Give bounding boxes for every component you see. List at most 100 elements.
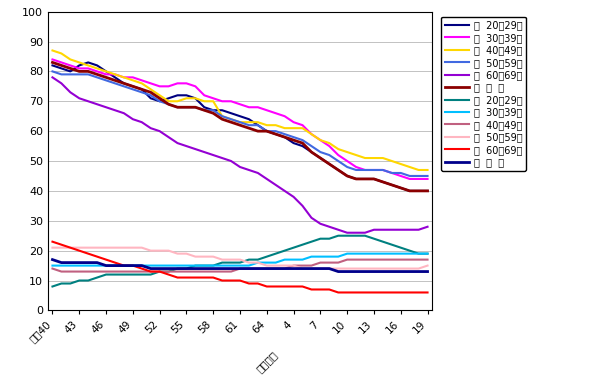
- 男  20～29歳: [112, 75, 119, 80]
- 女  平  均: [263, 266, 271, 271]
- 男  50～59歳: [121, 84, 128, 88]
- 男  50～59歳: [183, 105, 190, 109]
- 男  30～39歳: [147, 81, 154, 86]
- Line: 男  平  均: 男 平 均: [52, 62, 428, 191]
- 女  60～69歳: [406, 290, 413, 295]
- 男  20～29歳: [352, 177, 359, 181]
- 男  平  均: [76, 69, 83, 74]
- 女  20～29歳: [156, 269, 163, 274]
- 男  60～69歳: [165, 135, 172, 139]
- 男  平  均: [138, 87, 145, 92]
- 男  40～49歳: [370, 156, 377, 160]
- 男  50～59歳: [147, 93, 154, 98]
- 女  40～49歳: [254, 266, 262, 271]
- 男  60～69歳: [245, 168, 253, 172]
- 女  40～49歳: [76, 269, 83, 274]
- 女  30～39歳: [165, 263, 172, 268]
- 男  平  均: [379, 180, 386, 184]
- 男  50～59歳: [335, 159, 342, 163]
- 男  30～39歳: [335, 153, 342, 158]
- 男  30～39歳: [165, 84, 172, 88]
- 男  50～59歳: [49, 69, 56, 74]
- 男  40～49歳: [147, 87, 154, 92]
- 男  60～69歳: [388, 227, 395, 232]
- 女  50～59歳: [317, 266, 324, 271]
- 男  40～49歳: [406, 165, 413, 169]
- 男  30～39歳: [192, 84, 199, 88]
- 男  平  均: [192, 105, 199, 109]
- 女  平  均: [361, 269, 368, 274]
- 男  40～49歳: [415, 168, 422, 172]
- Line: 女  30～39歳: 女 30～39歳: [52, 254, 428, 266]
- 女  60～69歳: [344, 290, 351, 295]
- 男  30～39歳: [299, 123, 306, 128]
- 男  40～49歳: [218, 114, 226, 119]
- 女  30～39歳: [254, 260, 262, 265]
- 女  30～39歳: [388, 251, 395, 256]
- 男  40～49歳: [263, 123, 271, 128]
- 女  40～49歳: [103, 269, 110, 274]
- 男  平  均: [344, 174, 351, 178]
- 男  20～29歳: [317, 156, 324, 160]
- 男  60～69歳: [227, 159, 235, 163]
- 男  60～69歳: [49, 75, 56, 80]
- 女  30～39歳: [218, 263, 226, 268]
- 女  40～49歳: [209, 269, 217, 274]
- 男  30～39歳: [156, 84, 163, 88]
- 男  50～59歳: [317, 150, 324, 154]
- 男  30～39歳: [218, 99, 226, 104]
- 女  30～39歳: [272, 260, 280, 265]
- 女  60～69歳: [183, 275, 190, 280]
- 女  40～49歳: [281, 266, 288, 271]
- 男  40～49歳: [326, 141, 333, 146]
- 男  60～69歳: [200, 150, 208, 154]
- 男  平  均: [263, 129, 271, 133]
- 男  50～59歳: [227, 117, 235, 121]
- 女  50～59歳: [183, 251, 190, 256]
- 女  20～29歳: [227, 260, 235, 265]
- 女  50～59歳: [424, 263, 431, 268]
- 女  20～29歳: [370, 236, 377, 241]
- 女  60～69歳: [326, 287, 333, 292]
- 男  30～39歳: [388, 171, 395, 175]
- 男  20～29歳: [183, 93, 190, 98]
- 男  20～29歳: [138, 87, 145, 92]
- 男  30～39歳: [209, 96, 217, 100]
- 男  30～39歳: [263, 108, 271, 113]
- 男  30～39歳: [379, 168, 386, 172]
- 女  50～59歳: [406, 266, 413, 271]
- 男  40～49歳: [138, 81, 145, 86]
- 女  60～69歳: [129, 263, 136, 268]
- 男  60～69歳: [263, 177, 271, 181]
- 男  60～69歳: [121, 111, 128, 116]
- 男  40～49歳: [388, 159, 395, 163]
- 男  60～69歳: [192, 147, 199, 151]
- 女  40～49歳: [361, 257, 368, 262]
- 男  30～39歳: [245, 105, 253, 109]
- 女  40～49歳: [129, 269, 136, 274]
- 男  60～69歳: [397, 227, 404, 232]
- 男  60～69歳: [352, 230, 359, 235]
- 女  平  均: [192, 266, 199, 271]
- 女  50～59歳: [299, 266, 306, 271]
- 男  50～59歳: [299, 138, 306, 142]
- 女  平  均: [165, 266, 172, 271]
- 男  50～59歳: [263, 129, 271, 133]
- 男  30～39歳: [424, 177, 431, 181]
- 女  20～29歳: [209, 263, 217, 268]
- 男  50～59歳: [218, 114, 226, 119]
- 女  平  均: [227, 266, 235, 271]
- 女  平  均: [308, 266, 315, 271]
- 女  60～69歳: [299, 284, 306, 289]
- 女  平  均: [218, 266, 226, 271]
- 男  60～69歳: [406, 227, 413, 232]
- 男  50～59歳: [281, 132, 288, 137]
- 女  60～69歳: [272, 284, 280, 289]
- 男  平  均: [147, 90, 154, 95]
- 女  60～69歳: [147, 269, 154, 274]
- 男  40～49歳: [94, 66, 101, 71]
- 男  40～49歳: [397, 162, 404, 166]
- 男  20～29歳: [254, 123, 262, 128]
- 女  20～29歳: [254, 257, 262, 262]
- 男  平  均: [424, 189, 431, 193]
